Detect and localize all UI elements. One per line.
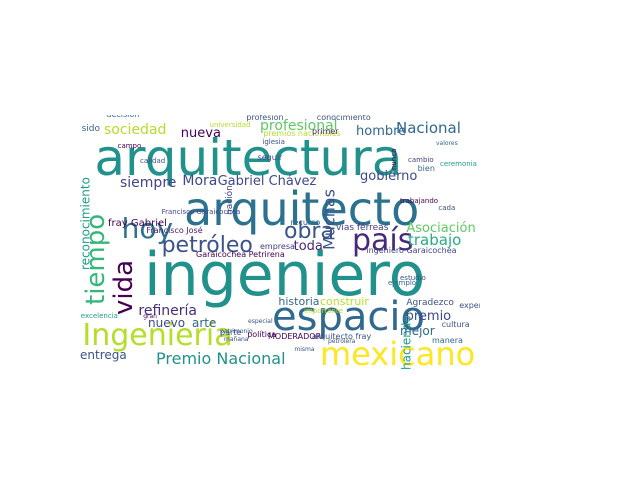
word-73: especial — [248, 318, 273, 325]
word-21: siempre — [120, 175, 176, 191]
word-80: mañana — [224, 336, 249, 343]
word-65: ceremonia — [440, 160, 477, 168]
word-20: profesional — [260, 118, 338, 134]
word-37: Agradezco — [406, 298, 454, 308]
word-62: cambio — [408, 156, 434, 164]
word-18: Gabriel Chávez — [218, 174, 317, 189]
word-10: obra — [284, 219, 334, 244]
word-55: profesión — [246, 115, 283, 122]
word-67: cada — [438, 204, 455, 212]
word-27: toda — [294, 239, 323, 254]
word-7: país — [352, 223, 413, 258]
word-47: arquitecto fray — [312, 332, 371, 341]
word-58: primer — [312, 127, 339, 136]
word-23: gobierno — [360, 169, 417, 184]
word-0: ingeniero — [144, 240, 425, 310]
word-38: ingeniero Garaicochea — [366, 246, 456, 255]
word-26: nueva — [181, 126, 221, 141]
word-17: Mora — [182, 173, 217, 189]
word-2: arquitecto — [184, 182, 419, 236]
word-76: misma — [294, 346, 314, 353]
word-31: construir — [320, 295, 369, 308]
word-13: Premio Nacional — [156, 349, 286, 368]
word-53: decisión — [106, 115, 139, 119]
word-50: cultura — [442, 320, 470, 329]
word-61: seguir — [258, 153, 283, 162]
word-68: ejemplo — [388, 279, 416, 287]
word-40: nación — [224, 185, 235, 215]
word-19: refinería — [138, 303, 197, 319]
word-66: trabajando — [400, 197, 438, 205]
word-cloud: ingeniero arquitectura arquitecto espacio me… — [80, 115, 480, 370]
word-81: gran — [143, 313, 157, 320]
word-49: manera — [432, 336, 463, 345]
word-69: estudio — [400, 274, 426, 282]
word-39: empresa — [260, 242, 295, 251]
word-41: Garaicochea Petrirena — [196, 250, 285, 259]
word-36: fray Gabriel — [108, 218, 167, 229]
word-30: historia — [278, 295, 319, 308]
word-79: valores — [436, 140, 458, 147]
word-52: sido — [82, 124, 101, 134]
word-14: Nacional — [396, 119, 461, 137]
word-9: vida — [109, 260, 139, 315]
word-22: reconocimiento — [80, 177, 93, 270]
word-77: petrolera — [328, 338, 356, 345]
word-12: Muchas — [319, 189, 338, 250]
word-29: haciendo — [399, 315, 413, 370]
word-72: patrimonio — [220, 328, 253, 335]
word-74: parte — [220, 328, 241, 337]
word-63: bien — [418, 164, 435, 173]
word-43: recurso — [290, 218, 320, 227]
word-8: tiempo — [81, 214, 111, 305]
word-28: Asociación — [406, 221, 475, 236]
word-42: Francisco José — [146, 225, 202, 235]
word-32: nuevo — [148, 316, 185, 330]
word-70: calidad — [140, 157, 165, 165]
word-46: MODERADOR — [268, 332, 322, 341]
word-24: hombre — [356, 124, 406, 139]
word-25: premio — [406, 309, 452, 324]
word-35: entrega — [80, 348, 127, 362]
word-51: experiencia — [459, 301, 480, 310]
word-60: iglesia — [262, 138, 285, 146]
word-75: política — [247, 330, 276, 339]
word-6: hoy — [122, 212, 173, 245]
word-56: conocimiento — [317, 115, 371, 122]
word-3: espacio — [272, 294, 425, 340]
word-15: sociedad — [104, 122, 166, 138]
word-71: Francisco Garaicochea — [162, 208, 241, 216]
word-57: premios nacionales — [263, 129, 341, 138]
word-54: universidad — [210, 121, 251, 129]
word-16: trabajo — [408, 231, 461, 249]
word-59: campo — [118, 142, 142, 150]
word-33: arte — [192, 316, 216, 330]
word-11: petróleo — [162, 233, 253, 258]
word-1: arquitectura — [94, 129, 402, 187]
word-5: Ingeniería — [82, 318, 232, 353]
word-78: importante — [304, 307, 343, 315]
word-34: mejor — [400, 324, 435, 338]
word-82: excelencia — [81, 312, 118, 320]
word-4: mexicano — [320, 335, 475, 370]
word-44: vías férreas — [336, 222, 389, 233]
word-64: nunca — [390, 149, 398, 170]
